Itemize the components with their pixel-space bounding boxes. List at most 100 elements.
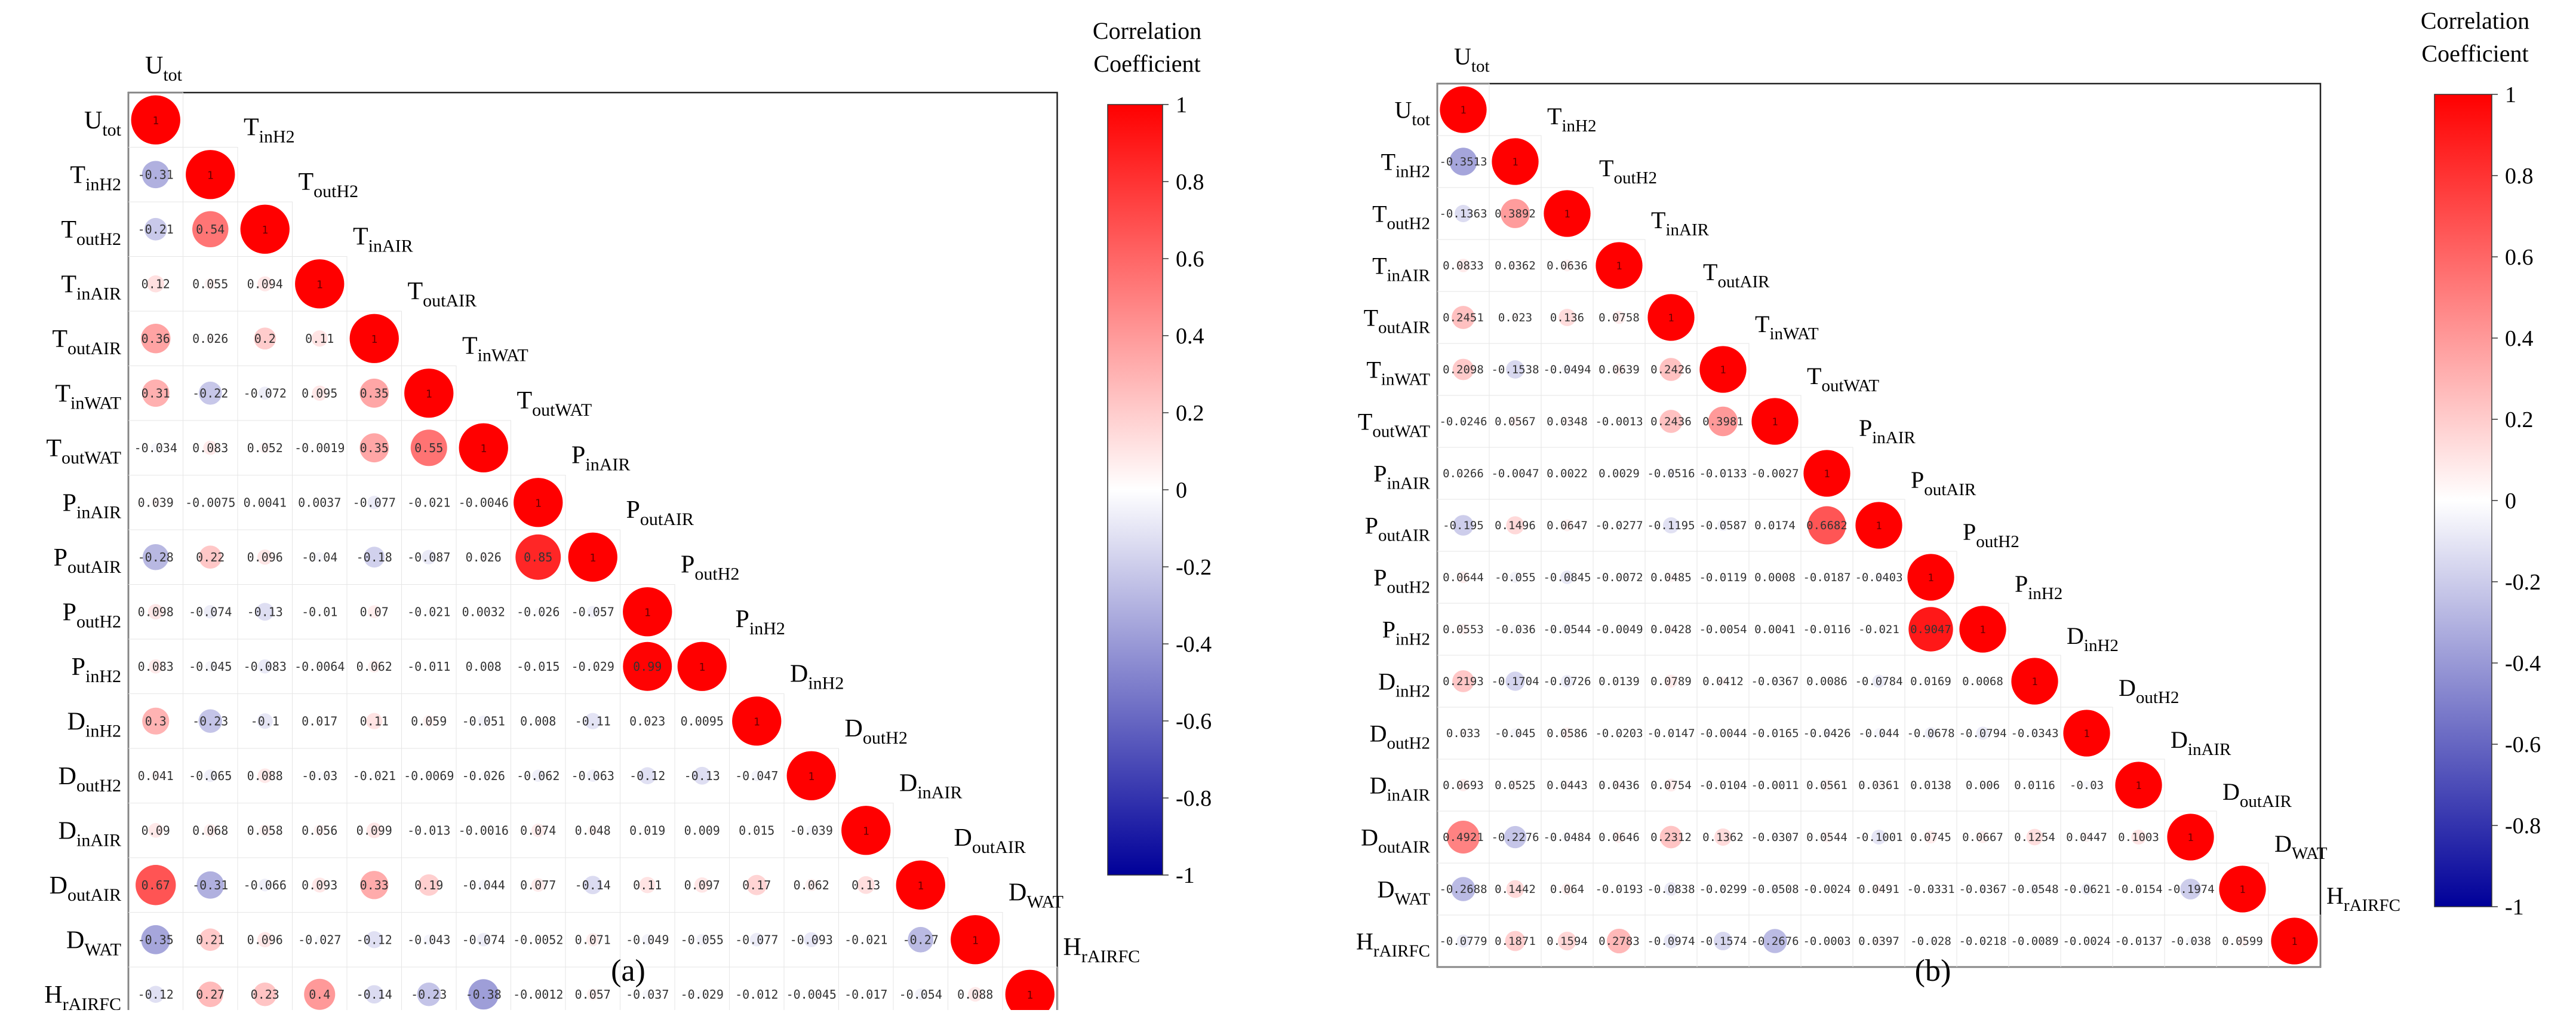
- correlation-value-label: 0.6682: [1806, 519, 1848, 532]
- correlation-heatmap-b: 1 -0.3513 1 -0.1363 0.3892 1 0.0833 0.0362 0.063…: [1356, 7, 2541, 988]
- correlation-marker: [1659, 825, 1683, 849]
- correlation-marker: [2026, 828, 2043, 846]
- correlation-value-label: -0.38: [466, 987, 502, 1002]
- correlation-value-label: 0.17: [742, 878, 771, 892]
- correlation-marker: [1506, 880, 1524, 898]
- correlation-value-label: -0.0484: [1543, 831, 1591, 844]
- correlation-value-label: -0.0075: [185, 495, 235, 509]
- correlation-marker: [583, 876, 602, 895]
- correlation-value-label: -0.0331: [1907, 883, 1954, 896]
- correlation-value-label: -0.03: [302, 769, 337, 783]
- colorbar-tick-label: 0.8: [2505, 164, 2534, 189]
- correlation-value-label: 0.059: [411, 714, 447, 728]
- diagonal-value-label: 1: [917, 880, 924, 892]
- correlation-value-label: 0.07: [360, 604, 389, 619]
- row-label-d-inair-13: DinAIR: [1370, 772, 1431, 805]
- row-label-t-inwat-5: TinWAT: [55, 380, 121, 413]
- correlation-marker: [198, 381, 222, 405]
- correlation-marker: [1763, 929, 1787, 953]
- colorbar-title-line1: Correlation: [1093, 17, 1201, 44]
- correlation-marker: [150, 498, 161, 508]
- correlation-marker: [312, 877, 327, 893]
- column-label-d-wat-15: DWAT: [2274, 830, 2328, 863]
- correlation-marker: [1908, 607, 1953, 652]
- correlation-marker: [315, 935, 324, 944]
- correlation-value-label: 0.0436: [1599, 779, 1640, 792]
- correlation-marker: [203, 440, 218, 455]
- correlation-marker: [862, 936, 870, 944]
- colorbar-tick-label: 0.6: [1176, 247, 1204, 272]
- colorbar-tick-label: -0.8: [1176, 786, 1212, 811]
- colorbar-tick-label: 0: [1176, 478, 1187, 503]
- diagonal-value-label: 1: [699, 661, 705, 674]
- correlation-marker: [426, 827, 432, 833]
- correlation-value-label: 0.006: [1966, 779, 2000, 792]
- correlation-value-label: -0.27: [903, 932, 939, 947]
- correlation-marker: [1606, 928, 1632, 954]
- correlation-chart-a: 1 -0.31 1 -0.21 0.54 1 0.12 0.055 0.094 1 0.36 0.02…: [0, 0, 1288, 1013]
- correlation-marker: [147, 604, 164, 620]
- colorbar-tick-label: 1: [2505, 82, 2516, 108]
- correlation-value-label: -0.195: [1443, 519, 1484, 532]
- correlation-marker: [479, 553, 488, 561]
- diagonal-marker: [1751, 398, 1799, 445]
- correlation-value-label: -0.011: [407, 659, 450, 674]
- correlation-marker: [804, 932, 819, 947]
- column-label-t-inh2-1: TinH2: [244, 113, 295, 146]
- row-label-t-outair-4: ToutAIR: [1364, 305, 1431, 337]
- correlation-value-label: -0.0307: [1751, 831, 1799, 844]
- correlation-marker: [586, 988, 599, 1000]
- correlation-marker: [2032, 782, 2037, 788]
- diagonal-marker: [1855, 502, 1902, 549]
- correlation-marker: [1560, 674, 1574, 688]
- correlation-value-label: 0.093: [302, 878, 337, 892]
- correlation-value-label: 0.0644: [1443, 571, 1484, 584]
- correlation-value-label: -0.35: [138, 932, 174, 947]
- correlation-marker: [1925, 727, 1937, 739]
- correlation-value-label: 0.0361: [1858, 779, 1899, 792]
- correlation-marker: [1458, 624, 1469, 635]
- correlation-value-label: 0.026: [192, 331, 228, 346]
- correlation-marker: [1457, 779, 1470, 791]
- correlation-value-label: 0.064: [1550, 883, 1584, 896]
- correlation-marker: [1721, 731, 1725, 735]
- row-label-p-inh2-10: PinH2: [72, 653, 121, 686]
- correlation-marker: [257, 549, 273, 565]
- correlation-value-label: 0.3981: [1702, 415, 1744, 428]
- column-label-d-outair-14: DoutAIR: [2223, 778, 2292, 811]
- correlation-value-label: -0.0119: [1699, 571, 1747, 584]
- column-label-t-inair-3: TinAIR: [353, 223, 413, 256]
- correlation-value-label: 0.0639: [1599, 363, 1640, 376]
- correlation-marker: [1510, 416, 1521, 427]
- correlation-marker: [1773, 784, 1776, 787]
- diagonal-marker: [1907, 554, 1954, 601]
- correlation-value-label: -0.074: [462, 932, 505, 947]
- correlation-marker: [694, 877, 710, 893]
- correlation-value-label: -0.0299: [1699, 883, 1747, 896]
- correlation-value-label: -0.0024: [2062, 935, 2110, 948]
- correlation-marker: [257, 713, 273, 729]
- correlation-marker: [1825, 888, 1828, 891]
- correlation-value-label: 0.0443: [1547, 779, 1588, 792]
- correlation-marker: [1666, 624, 1676, 634]
- diagonal-marker: [131, 95, 180, 145]
- column-label-d-wat-15: DWAT: [1009, 879, 1063, 911]
- correlation-value-label: -0.0072: [1595, 571, 1643, 584]
- correlation-value-label: 0.55: [414, 441, 443, 455]
- row-label-d-outh2-12: DoutH2: [59, 763, 121, 796]
- column-label-d-inair-13: DinAIR: [899, 769, 962, 802]
- correlation-marker: [1618, 472, 1621, 475]
- correlation-value-label: -0.13: [684, 769, 720, 783]
- correlation-value-label: -0.0011: [1751, 779, 1799, 792]
- correlation-marker: [1875, 625, 1883, 633]
- correlation-value-label: 0.0491: [1858, 883, 1899, 896]
- correlation-marker: [806, 825, 816, 836]
- correlation-value-label: 0.1442: [1495, 883, 1536, 896]
- colorbar-tick-label: -1: [2505, 895, 2524, 920]
- correlation-marker: [515, 534, 561, 580]
- correlation-value-label: -0.054: [899, 987, 942, 1002]
- correlation-value-label: 0.094: [247, 277, 283, 291]
- correlation-marker: [1452, 358, 1474, 380]
- correlation-value-label: 0.2: [254, 331, 276, 346]
- correlation-marker: [258, 386, 272, 400]
